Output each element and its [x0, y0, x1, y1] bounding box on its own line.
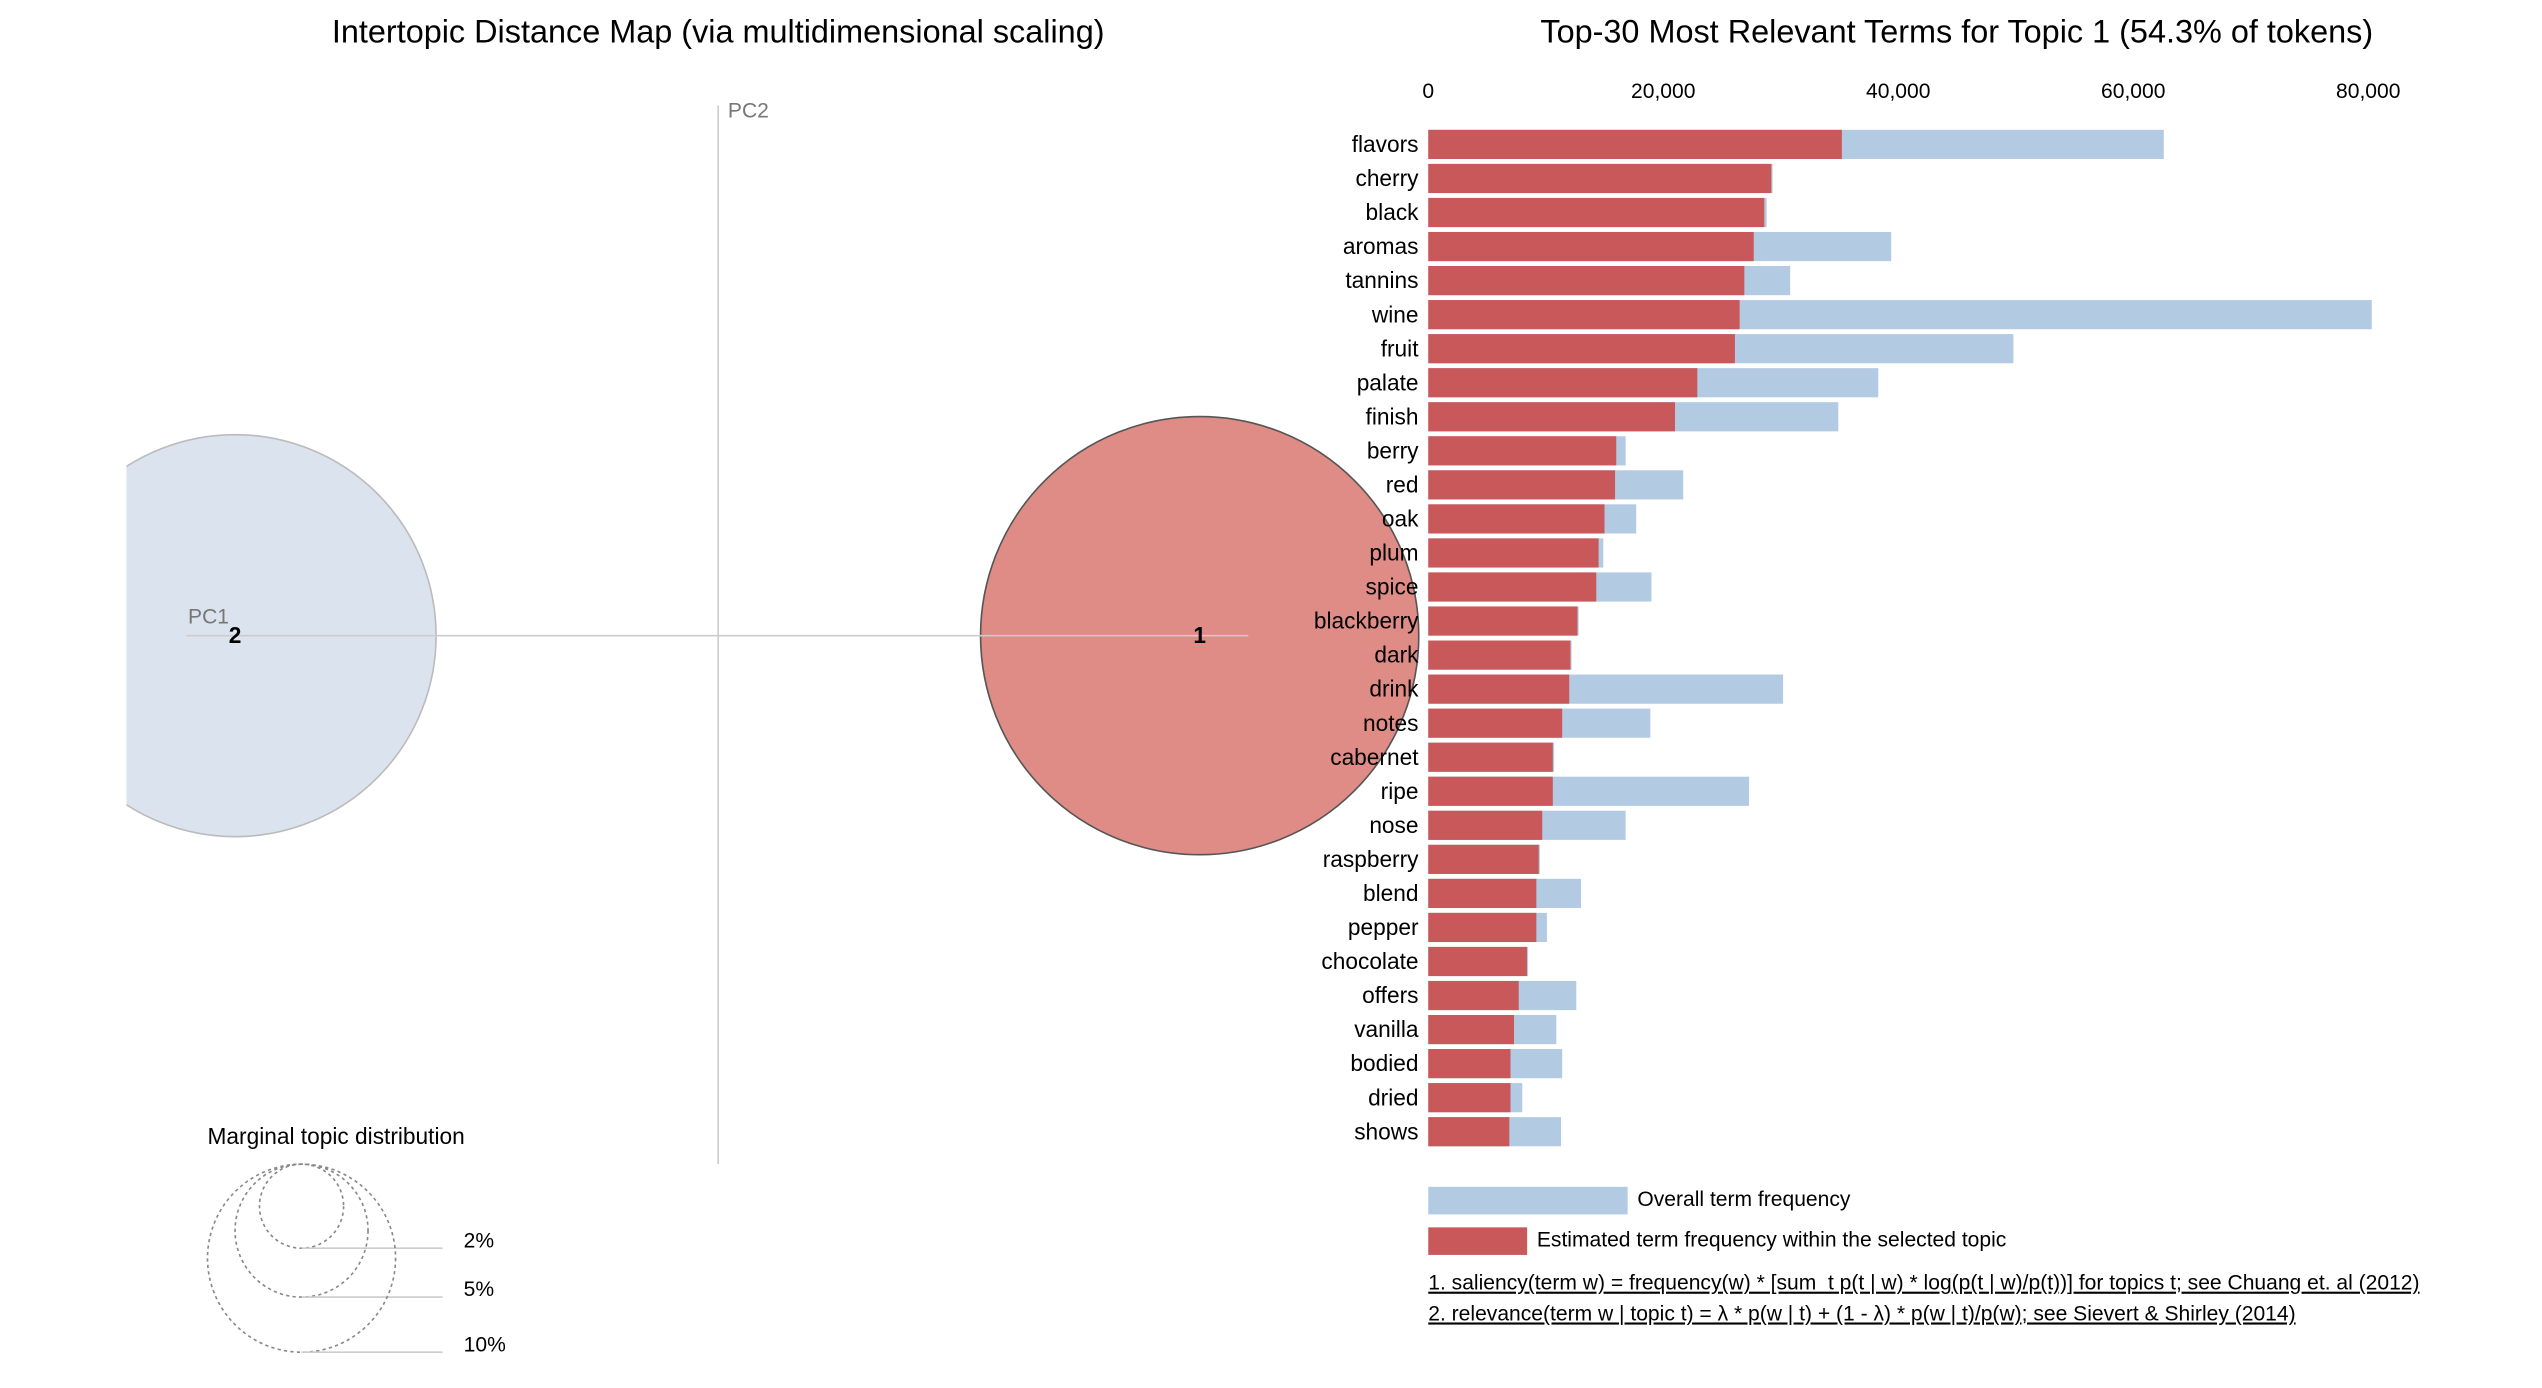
- bar: [1428, 300, 1740, 330]
- term-label: nose: [1369, 812, 1418, 838]
- term-label: finish: [1366, 403, 1419, 429]
- bar: [1428, 946, 1527, 977]
- legend-label: Estimated term frequency within the sele…: [1537, 1229, 2006, 1252]
- term-label: pepper: [1348, 914, 1419, 940]
- bar: [1428, 1083, 1511, 1113]
- term-label: drink: [1369, 676, 1419, 702]
- term-label: raspberry: [1323, 846, 1419, 872]
- term-label: oak: [1382, 506, 1419, 532]
- legend-swatch: [1428, 1227, 1528, 1255]
- bar: [1428, 436, 1617, 466]
- footnote: 1. saliency(term w) = frequency(w) * [su…: [1428, 1272, 2419, 1295]
- bar: [1428, 504, 1605, 534]
- term-label: palate: [1357, 369, 1419, 395]
- x-tick-label: 40,000: [1866, 80, 1930, 103]
- term-label: spice: [1366, 574, 1419, 600]
- bar: [1428, 231, 1754, 262]
- term-label: notes: [1363, 710, 1419, 736]
- pc2-label: PC2: [728, 100, 769, 123]
- footnote: 2. relevance(term w | topic t) = λ * p(w…: [1428, 1302, 2295, 1325]
- bar: [1428, 402, 1676, 432]
- term-label: dark: [1374, 642, 1419, 668]
- legend-swatch: [1428, 1186, 1628, 1215]
- size-legend-label: 5%: [464, 1278, 494, 1301]
- term-label: bodied: [1350, 1050, 1418, 1076]
- term-label: flavors: [1352, 131, 1419, 157]
- term-label: offers: [1362, 982, 1418, 1008]
- bar: [1428, 1049, 1511, 1079]
- bar: [1428, 878, 1537, 908]
- topic-label: 1: [1193, 622, 1206, 648]
- term-label: wine: [1371, 301, 1419, 327]
- bar: [1428, 640, 1571, 670]
- size-legend-circle: [206, 1163, 397, 1354]
- bar-title: Top-30 Most Relevant Terms for Topic 1 (…: [1540, 14, 2373, 50]
- bar: [1428, 572, 1597, 602]
- bar: [1428, 197, 1765, 228]
- legend-label: Overall term frequency: [1637, 1188, 1851, 1211]
- bar: [1428, 334, 1735, 364]
- bar: [1428, 674, 1570, 704]
- bar: [1428, 844, 1539, 874]
- x-tick-label: 20,000: [1631, 80, 1695, 103]
- term-label: red: [1386, 471, 1419, 497]
- bar: [1428, 980, 1519, 1011]
- size-legend-title: Marginal topic distribution: [208, 1123, 465, 1149]
- x-tick-label: 0: [1422, 80, 1434, 103]
- bar: [1428, 708, 1563, 738]
- bar: [1428, 1117, 1510, 1147]
- size-legend-circle: [258, 1163, 345, 1250]
- term-label: plum: [1369, 540, 1418, 566]
- map-title: Intertopic Distance Map (via multidimens…: [332, 14, 1105, 50]
- bar: [1428, 776, 1553, 806]
- term-label: shows: [1354, 1118, 1418, 1144]
- term-label: aromas: [1343, 233, 1419, 259]
- term-label: tannins: [1345, 267, 1418, 293]
- term-label: ripe: [1381, 778, 1419, 804]
- term-label: blend: [1363, 880, 1419, 906]
- bar: [1428, 810, 1543, 840]
- size-legend-label: 10%: [464, 1333, 506, 1356]
- pc1-label: PC1: [188, 605, 229, 628]
- term-label: chocolate: [1321, 948, 1418, 974]
- bar: [1428, 470, 1616, 500]
- bar: [1428, 1014, 1515, 1045]
- bar: [1428, 742, 1553, 772]
- topic-label: 2: [229, 622, 242, 648]
- x-tick-label: 80,000: [2336, 80, 2400, 103]
- size-legend-circle: [234, 1163, 369, 1298]
- term-label: fruit: [1381, 335, 1420, 361]
- term-label: vanilla: [1354, 1016, 1419, 1042]
- term-bars: 0 20,000 40,000 60,000 80,000 flavors cherry bl…: [1314, 80, 2420, 1325]
- term-label: blackberry: [1314, 608, 1419, 634]
- term-label: dried: [1368, 1084, 1418, 1110]
- size-legend-label: 2%: [464, 1229, 494, 1252]
- bar: [1428, 606, 1578, 636]
- bar: [1428, 368, 1698, 398]
- bar: [1428, 538, 1599, 568]
- bar: [1428, 912, 1537, 943]
- bar: [1428, 163, 1772, 194]
- bar: [1428, 266, 1745, 296]
- term-label: black: [1366, 199, 1420, 225]
- term-label: berry: [1367, 437, 1419, 463]
- term-label: cabernet: [1330, 744, 1419, 770]
- x-tick-label: 60,000: [2101, 80, 2165, 103]
- term-label: cherry: [1355, 165, 1419, 191]
- bar: [1428, 129, 1842, 160]
